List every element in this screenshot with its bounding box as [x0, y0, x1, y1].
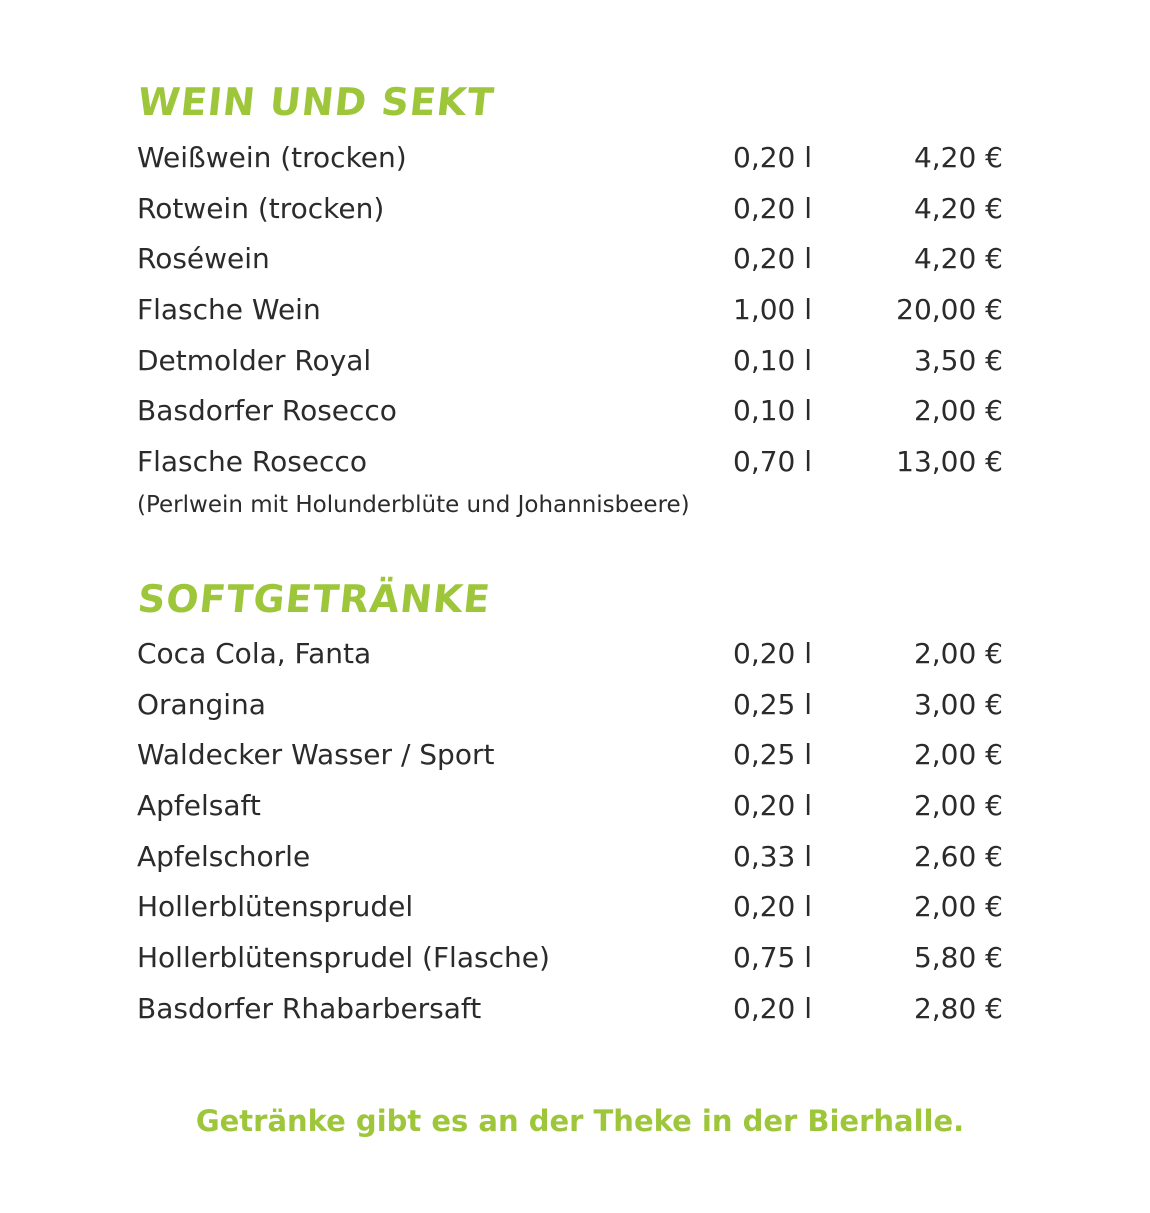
menu-row: Basdorfer Rhabarbersaft 0,20 l 2,80 € [137, 984, 1007, 1035]
item-name: Basdorfer Rosecco [137, 394, 397, 428]
menu-row: Waldecker Wasser / Sport 0,25 l 2,00 € [137, 730, 1007, 781]
wine-list: Weißwein (trocken) 0,20 l 4,20 € Rotwein… [137, 133, 1007, 488]
wine-note: (Perlwein mit Holunderblüte und Johannis… [137, 492, 690, 518]
item-volume: 0,20 l [733, 141, 813, 174]
menu-row: Detmolder Royal 0,10 l 3,50 € [137, 336, 1007, 387]
item-volume: 0,20 l [733, 991, 813, 1025]
item-volume: 1,00 l [733, 293, 813, 327]
item-volume: 0,70 l [733, 445, 813, 479]
item-price: 4,20 € [913, 141, 1003, 174]
item-name: Weißwein (trocken) [137, 141, 407, 174]
menu-row: Weißwein (trocken) 0,20 l 4,20 € [137, 133, 1007, 184]
menu-row: Hollerblütensprudel (Flasche) 0,75 l 5,8… [137, 933, 1007, 984]
item-name: Apfelsaft [137, 789, 261, 823]
wine-section-title: Wein und Sekt [135, 80, 497, 124]
item-name: Hollerblütensprudel (Flasche) [137, 941, 550, 975]
item-name: Coca Cola, Fanta [137, 637, 372, 670]
item-volume: 0,20 l [733, 789, 813, 823]
menu-row: Flasche Wein 1,00 l 20,00 € [137, 285, 1007, 336]
item-price: 3,00 € [913, 687, 1003, 721]
menu-row: Coca Cola, Fanta 0,20 l 2,00 € [137, 629, 1007, 680]
item-volume: 0,20 l [733, 890, 813, 924]
footer-note: Getränke gibt es an der Theke in der Bie… [195, 1104, 965, 1138]
item-name: Rotwein (trocken) [137, 191, 385, 225]
item-volume: 0,25 l [733, 687, 813, 721]
menu-row: Hollerblütensprudel 0,20 l 2,00 € [137, 882, 1007, 933]
item-price: 2,00 € [913, 738, 1003, 772]
item-volume: 0,20 l [733, 637, 813, 670]
item-volume: 0,20 l [733, 191, 813, 225]
menu-row: Basdorfer Rosecco 0,10 l 2,00 € [137, 386, 1007, 437]
item-volume: 0,33 l [733, 839, 813, 873]
menu-row: Orangina 0,25 l 3,00 € [137, 680, 1007, 731]
item-name: Basdorfer Rhabarbersaft [137, 991, 482, 1025]
menu-row: Apfelschorle 0,33 l 2,60 € [137, 832, 1007, 883]
item-name: Waldecker Wasser / Sport [137, 738, 495, 772]
soft-section-title: Softgetränke [135, 577, 493, 621]
item-name: Flasche Wein [137, 293, 321, 327]
soft-drinks-list: Coca Cola, Fanta 0,20 l 2,00 € Orangina … [137, 629, 1007, 1035]
menu-row: Apfelsaft 0,20 l 2,00 € [137, 781, 1007, 832]
item-price: 2,00 € [913, 394, 1003, 428]
item-name: Hollerblütensprudel [137, 890, 414, 924]
item-price: 2,60 € [913, 839, 1003, 873]
item-price: 13,00 € [896, 445, 1003, 479]
item-name: Apfelschorle [137, 839, 311, 873]
item-price: 4,20 € [913, 242, 1003, 276]
menu-row: Roséwein 0,20 l 4,20 € [137, 234, 1007, 285]
item-volume: 0,75 l [733, 941, 813, 975]
item-price: 2,00 € [913, 890, 1003, 924]
item-name: Detmolder Royal [137, 343, 372, 377]
item-price: 3,50 € [913, 343, 1003, 377]
item-volume: 0,20 l [733, 242, 813, 276]
item-price: 5,80 € [913, 941, 1003, 975]
item-volume: 0,10 l [733, 394, 813, 428]
item-name: Flasche Rosecco [137, 445, 367, 479]
item-price: 2,00 € [913, 637, 1003, 670]
item-price: 2,00 € [913, 789, 1003, 823]
item-name: Roséwein [137, 242, 270, 276]
item-price: 2,80 € [913, 991, 1003, 1025]
item-name: Orangina [137, 687, 266, 721]
item-volume: 0,10 l [733, 343, 813, 377]
item-price: 20,00 € [896, 293, 1003, 327]
menu-row: Rotwein (trocken) 0,20 l 4,20 € [137, 184, 1007, 235]
item-volume: 0,25 l [733, 738, 813, 772]
item-price: 4,20 € [913, 191, 1003, 225]
menu-row: Flasche Rosecco 0,70 l 13,00 € [137, 437, 1007, 488]
